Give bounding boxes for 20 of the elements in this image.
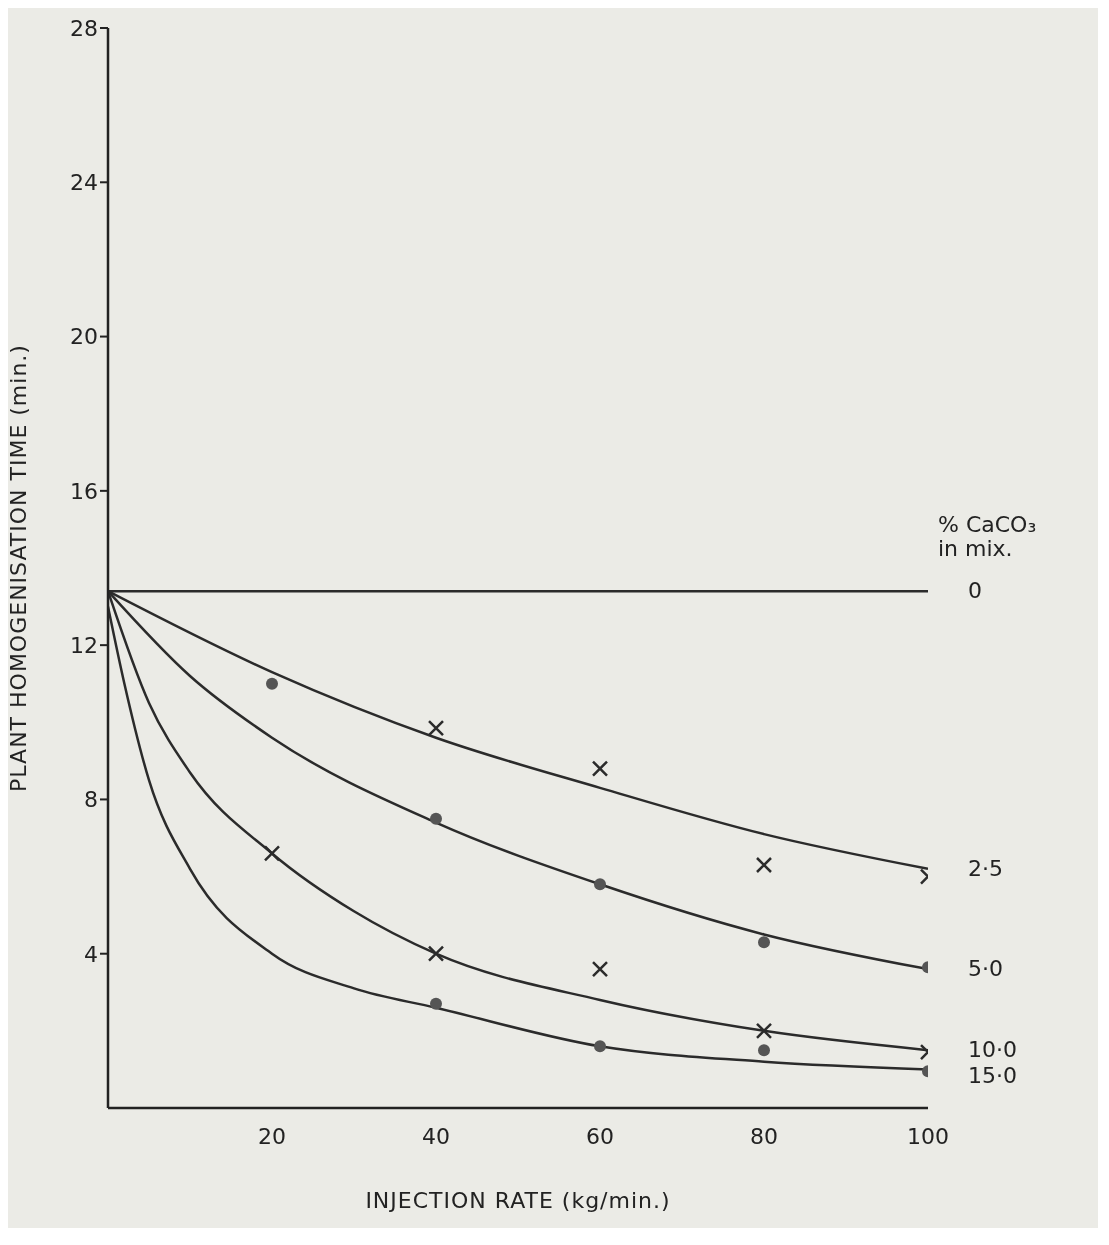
legend-title: % CaCO₃ in mix. [938,512,1038,562]
x-tick-label: 100 [907,1123,949,1149]
x-tick-label: 60 [586,1123,614,1149]
y-tick-label: 28 [70,15,98,41]
x-tick-label: 80 [750,1123,778,1149]
y-tick-label: 12 [70,632,98,658]
series-label: 10·0 [968,1037,1017,1064]
x-tick-label: 20 [258,1123,286,1149]
y-tick-label: 16 [70,478,98,504]
series-label: 15·0 [968,1063,1017,1090]
series-label: 2·5 [968,855,1003,882]
y-tick-label: 24 [70,170,98,196]
x-tick-label: 40 [422,1123,450,1149]
y-tick-label: 4 [84,941,98,967]
y-tick-label: 20 [70,324,98,350]
series-label: 5·0 [968,956,1003,983]
y-tick-label: 8 [84,787,98,813]
y-axis-title: PLANT HOMOGENISATION TIME (min.) [5,344,31,792]
series-label: 0 [968,578,982,605]
x-axis-title: INJECTION RATE (kg/min.) [365,1188,671,1213]
